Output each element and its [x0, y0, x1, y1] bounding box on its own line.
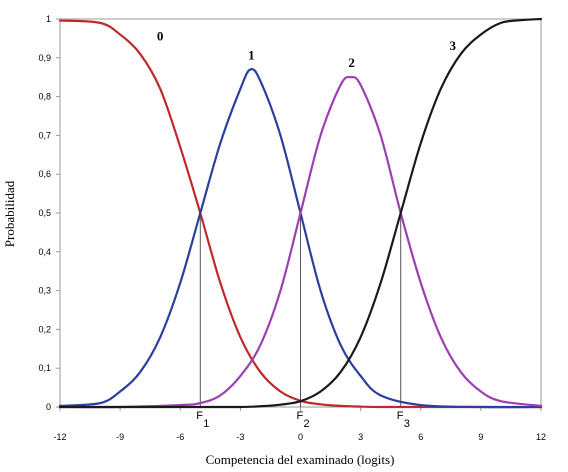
threshold-subscript: 1 — [203, 418, 209, 430]
curve-category-0 — [58, 19, 543, 409]
threshold-subscript: 3 — [404, 418, 410, 430]
threshold-subscript: 2 — [304, 418, 310, 430]
x-tick-label: -12 — [53, 432, 66, 442]
curve-lines — [58, 17, 543, 409]
curve-category-3 — [58, 17, 543, 409]
threshold-label: F — [397, 410, 404, 422]
y-tick-label: 0,4 — [38, 247, 51, 257]
threshold-label: F — [196, 410, 203, 422]
y-tick-label: 1 — [46, 14, 51, 24]
curve-label-0: 0 — [157, 29, 164, 44]
x-tick-label: -3 — [236, 432, 244, 442]
x-tick-label: -9 — [116, 432, 124, 442]
curve-label-1: 1 — [248, 47, 255, 62]
curve-category-2 — [58, 75, 543, 409]
y-axis-title: Probabilidad — [2, 180, 17, 247]
x-tick-label: 0 — [298, 432, 303, 442]
x-tick-label: 12 — [536, 432, 546, 442]
y-tick-label: 0,5 — [38, 208, 51, 218]
x-axis-title: Competencia del examinado (logits) — [206, 452, 395, 467]
y-tick-label: 0,1 — [38, 363, 51, 373]
x-tick-label: 3 — [358, 432, 363, 442]
y-tick-label: 0,7 — [38, 130, 51, 140]
curve-category-1 — [58, 68, 543, 409]
y-axis-ticks: 0 0,1 0,2 0,3 0,4 0,5 0,6 0,7 0,8 0,9 1 — [38, 14, 60, 412]
y-tick-label: 0,9 — [38, 53, 51, 63]
x-tick-label: 6 — [418, 432, 423, 442]
y-tick-label: 0,8 — [38, 92, 51, 102]
curve-label-3: 3 — [450, 38, 457, 53]
y-tick-label: 0,6 — [38, 169, 51, 179]
curve-label-2: 2 — [348, 55, 355, 70]
y-tick-label: 0,2 — [38, 324, 51, 334]
y-tick-label: 0,3 — [38, 286, 51, 296]
threshold-label: F — [297, 410, 304, 422]
x-tick-label: 9 — [478, 432, 483, 442]
x-tick-label: -6 — [176, 432, 184, 442]
curve-labels: 0 1 2 3 — [157, 29, 457, 71]
y-tick-label: 0 — [46, 402, 51, 412]
